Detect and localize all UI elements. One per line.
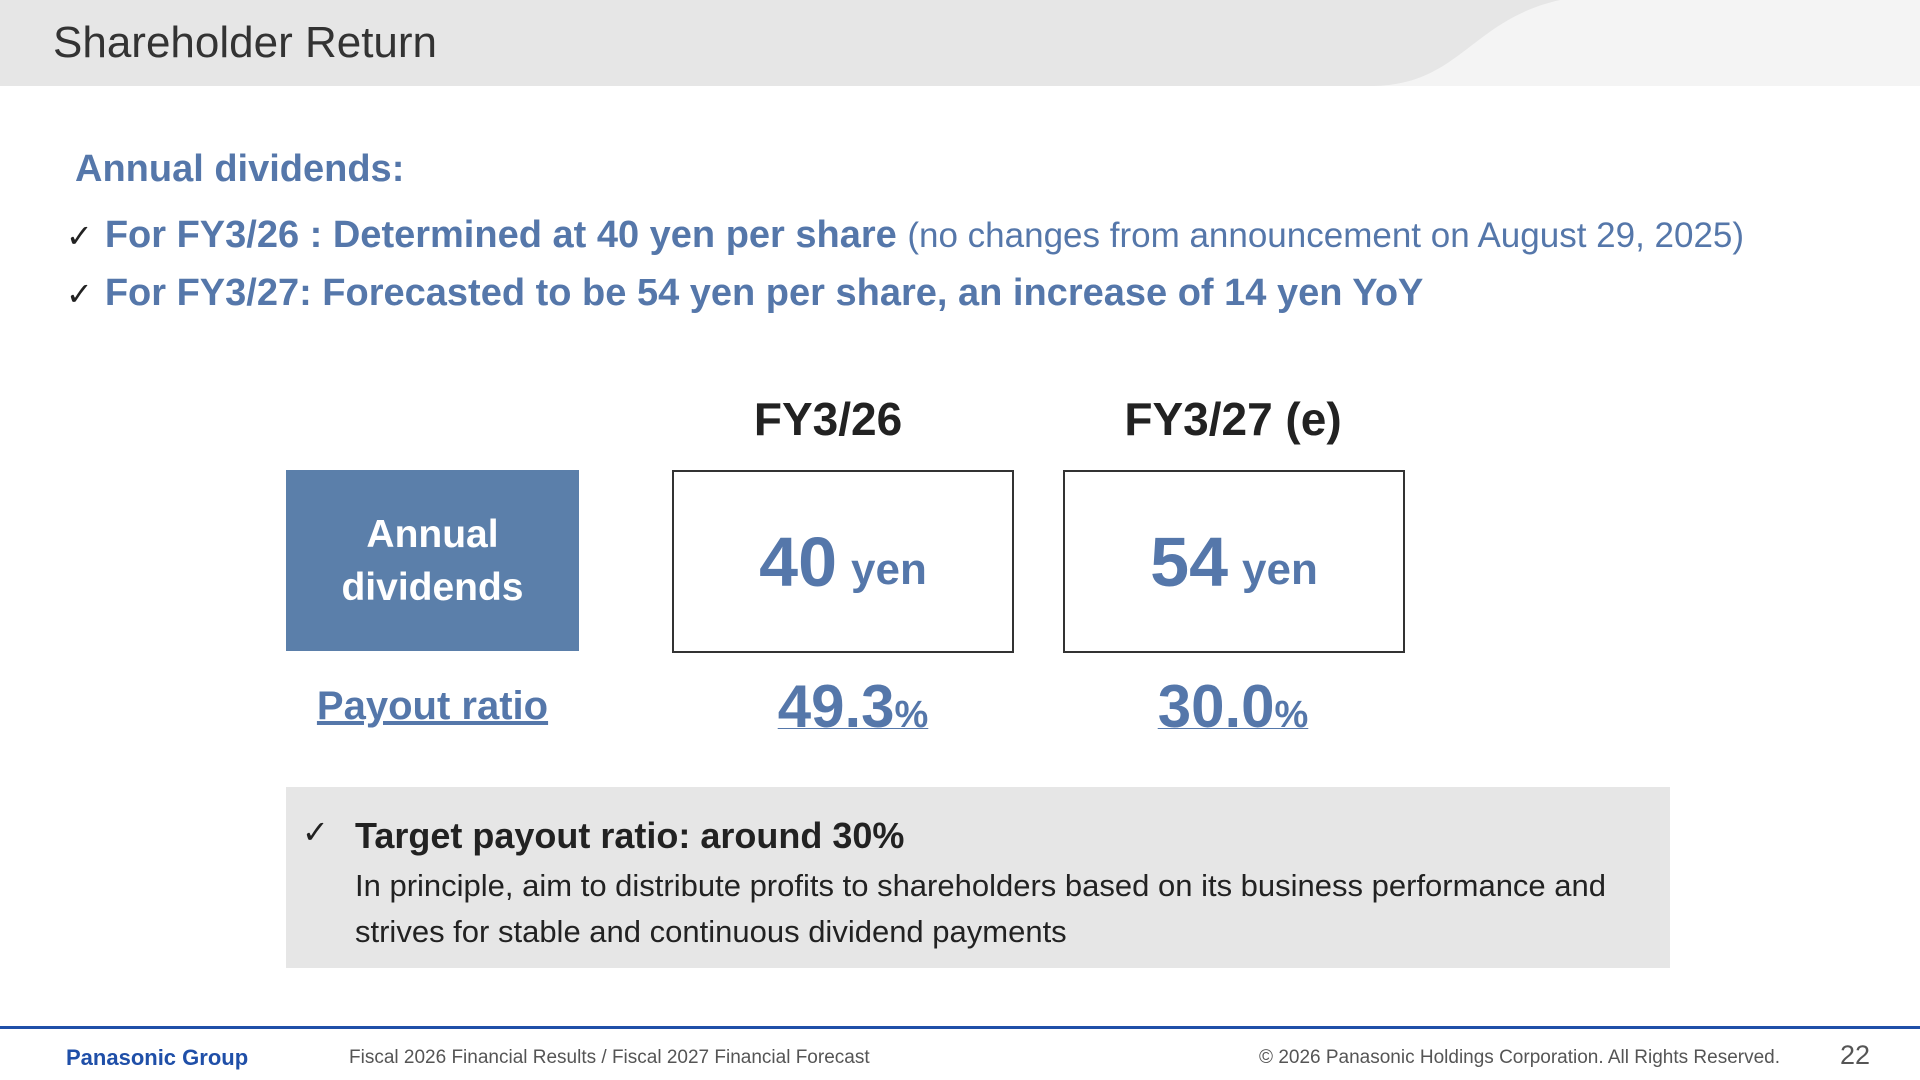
row-label-line2: dividends (341, 565, 524, 609)
section-subtitle: Annual dividends: (75, 148, 405, 190)
footer-doc-title: Fiscal 2026 Financial Results / Fiscal 2… (349, 1047, 870, 1068)
row-label-annual-dividends: Annual dividends (286, 470, 579, 651)
payout-number: 30.0 (1157, 673, 1275, 740)
column-header-fy326: FY3/26 (753, 393, 903, 445)
policy-text: In principle, aim to distribute profits … (355, 868, 1607, 949)
bullet-fy326: ✓ For FY3/26 : Determined at 40 yen per s… (66, 214, 1744, 257)
check-icon: ✓ (66, 275, 93, 313)
page-number: 22 (1839, 1040, 1870, 1070)
payout-unit: % (1274, 694, 1309, 736)
dividend-number: 40 (759, 522, 838, 601)
dividend-unit: yen (1242, 544, 1318, 594)
column-header-fy327: FY3/27 (e) (1124, 393, 1342, 445)
bullet-fy327-bold: For FY3/27: Forecasted to be 54 yen per … (104, 272, 1424, 314)
page-title: Shareholder Return (53, 18, 438, 67)
header-bar: Shareholder Return (0, 0, 1920, 86)
bullet-fy327: ✓ For FY3/27: Forecasted to be 54 yen per… (66, 272, 1423, 315)
dividend-number: 54 (1150, 522, 1229, 601)
payout-ratio-fy327: 30.0% (1063, 672, 1403, 741)
footer-logo: Panasonic Group (66, 1045, 249, 1070)
bullet-fy326-bold: For FY3/26 : Determined at 40 yen per sh… (104, 214, 897, 256)
dividend-value-fy327: 54 yen (1063, 470, 1405, 653)
policy-panel: ✓ Target payout ratio: around 30% In pri… (286, 787, 1670, 968)
check-icon: ✓ (302, 813, 329, 851)
footer-copyright: © 2026 Panasonic Holdings Corporation. A… (1259, 1047, 1780, 1068)
payout-unit: % (894, 694, 929, 736)
row-label-line1: Annual (366, 512, 499, 556)
dividend-unit: yen (851, 544, 927, 594)
check-icon: ✓ (66, 217, 93, 255)
payout-ratio-fy326: 49.3% (683, 672, 1023, 741)
bullet-fy326-note: (no changes from announcement on August … (907, 216, 1745, 255)
header-decoration (1370, 0, 1920, 86)
footer-divider (0, 1026, 1920, 1029)
policy-title: Target payout ratio: around 30% (355, 815, 905, 856)
payout-ratio-label: Payout ratio (316, 684, 549, 728)
dividend-value-fy326: 40 yen (672, 470, 1014, 653)
payout-number: 49.3 (777, 673, 895, 740)
